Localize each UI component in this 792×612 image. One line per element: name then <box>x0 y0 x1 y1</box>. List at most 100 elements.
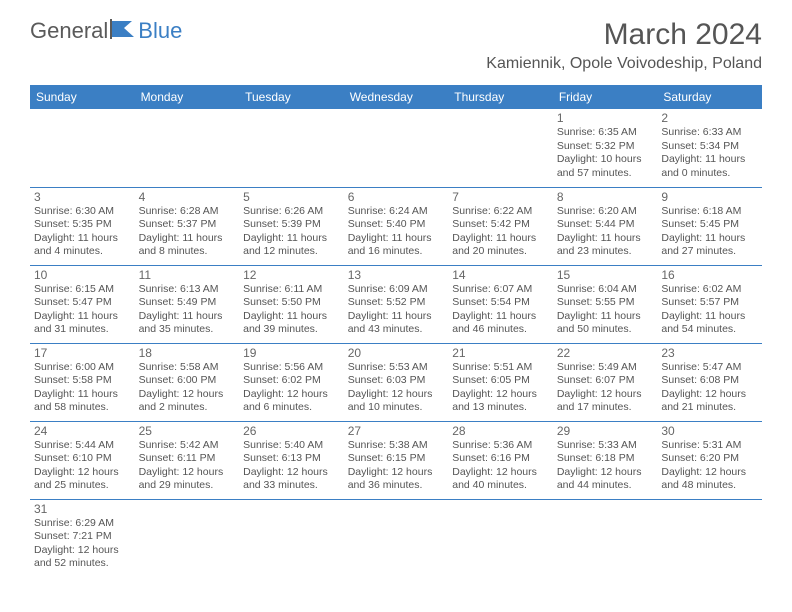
day-info: Sunrise: 6:28 AMSunset: 5:37 PMDaylight:… <box>139 205 236 260</box>
day-info: Sunrise: 5:51 AMSunset: 6:05 PMDaylight:… <box>452 361 549 416</box>
calendar-cell-empty <box>30 109 135 187</box>
calendar-cell: 16Sunrise: 6:02 AMSunset: 5:57 PMDayligh… <box>657 265 762 343</box>
day-number: 5 <box>243 190 340 204</box>
day-info: Sunrise: 5:31 AMSunset: 6:20 PMDaylight:… <box>661 439 758 494</box>
day-number: 25 <box>139 424 236 438</box>
calendar-cell: 13Sunrise: 6:09 AMSunset: 5:52 PMDayligh… <box>344 265 449 343</box>
day-info: Sunrise: 6:15 AMSunset: 5:47 PMDaylight:… <box>34 283 131 338</box>
calendar-cell-empty <box>448 499 553 577</box>
calendar-cell: 23Sunrise: 5:47 AMSunset: 6:08 PMDayligh… <box>657 343 762 421</box>
calendar-table: SundayMondayTuesdayWednesdayThursdayFrid… <box>30 85 762 577</box>
calendar-cell: 30Sunrise: 5:31 AMSunset: 6:20 PMDayligh… <box>657 421 762 499</box>
day-info: Sunrise: 6:20 AMSunset: 5:44 PMDaylight:… <box>557 205 654 260</box>
logo-text-general: General <box>30 18 108 44</box>
day-number: 6 <box>348 190 445 204</box>
title-block: March 2024 Kamiennik, Opole Voivodeship,… <box>486 18 762 73</box>
calendar-cell: 25Sunrise: 5:42 AMSunset: 6:11 PMDayligh… <box>135 421 240 499</box>
day-number: 15 <box>557 268 654 282</box>
calendar-cell: 14Sunrise: 6:07 AMSunset: 5:54 PMDayligh… <box>448 265 553 343</box>
day-number: 2 <box>661 111 758 125</box>
day-info: Sunrise: 6:04 AMSunset: 5:55 PMDaylight:… <box>557 283 654 338</box>
calendar-cell: 10Sunrise: 6:15 AMSunset: 5:47 PMDayligh… <box>30 265 135 343</box>
calendar-row: 1Sunrise: 6:35 AMSunset: 5:32 PMDaylight… <box>30 109 762 187</box>
day-info: Sunrise: 6:18 AMSunset: 5:45 PMDaylight:… <box>661 205 758 260</box>
calendar-cell-empty <box>657 499 762 577</box>
day-info: Sunrise: 6:26 AMSunset: 5:39 PMDaylight:… <box>243 205 340 260</box>
day-number: 29 <box>557 424 654 438</box>
calendar-cell: 27Sunrise: 5:38 AMSunset: 6:15 PMDayligh… <box>344 421 449 499</box>
day-info: Sunrise: 5:38 AMSunset: 6:15 PMDaylight:… <box>348 439 445 494</box>
day-number: 28 <box>452 424 549 438</box>
calendar-cell: 5Sunrise: 6:26 AMSunset: 5:39 PMDaylight… <box>239 187 344 265</box>
calendar-cell: 11Sunrise: 6:13 AMSunset: 5:49 PMDayligh… <box>135 265 240 343</box>
day-number: 13 <box>348 268 445 282</box>
day-number: 1 <box>557 111 654 125</box>
day-header: Monday <box>135 85 240 109</box>
calendar-cell: 17Sunrise: 6:00 AMSunset: 5:58 PMDayligh… <box>30 343 135 421</box>
calendar-cell: 8Sunrise: 6:20 AMSunset: 5:44 PMDaylight… <box>553 187 658 265</box>
day-number: 9 <box>661 190 758 204</box>
day-number: 14 <box>452 268 549 282</box>
calendar-cell: 19Sunrise: 5:56 AMSunset: 6:02 PMDayligh… <box>239 343 344 421</box>
day-info: Sunrise: 6:22 AMSunset: 5:42 PMDaylight:… <box>452 205 549 260</box>
calendar-cell: 2Sunrise: 6:33 AMSunset: 5:34 PMDaylight… <box>657 109 762 187</box>
page-title: March 2024 <box>486 18 762 52</box>
calendar-cell: 7Sunrise: 6:22 AMSunset: 5:42 PMDaylight… <box>448 187 553 265</box>
calendar-cell: 20Sunrise: 5:53 AMSunset: 6:03 PMDayligh… <box>344 343 449 421</box>
day-number: 17 <box>34 346 131 360</box>
day-info: Sunrise: 6:02 AMSunset: 5:57 PMDaylight:… <box>661 283 758 338</box>
calendar-cell: 4Sunrise: 6:28 AMSunset: 5:37 PMDaylight… <box>135 187 240 265</box>
day-info: Sunrise: 6:29 AMSunset: 7:21 PMDaylight:… <box>34 517 131 572</box>
calendar-row: 3Sunrise: 6:30 AMSunset: 5:35 PMDaylight… <box>30 187 762 265</box>
day-header: Tuesday <box>239 85 344 109</box>
calendar-cell: 22Sunrise: 5:49 AMSunset: 6:07 PMDayligh… <box>553 343 658 421</box>
day-number: 22 <box>557 346 654 360</box>
calendar-cell-empty <box>448 109 553 187</box>
calendar-cell-empty <box>239 109 344 187</box>
calendar-cell: 24Sunrise: 5:44 AMSunset: 6:10 PMDayligh… <box>30 421 135 499</box>
calendar-row: 24Sunrise: 5:44 AMSunset: 6:10 PMDayligh… <box>30 421 762 499</box>
calendar-cell: 15Sunrise: 6:04 AMSunset: 5:55 PMDayligh… <box>553 265 658 343</box>
header: General Blue March 2024 Kamiennik, Opole… <box>0 0 792 79</box>
calendar-cell: 18Sunrise: 5:58 AMSunset: 6:00 PMDayligh… <box>135 343 240 421</box>
calendar-cell-empty <box>344 499 449 577</box>
day-number: 10 <box>34 268 131 282</box>
day-info: Sunrise: 6:07 AMSunset: 5:54 PMDaylight:… <box>452 283 549 338</box>
day-info: Sunrise: 5:44 AMSunset: 6:10 PMDaylight:… <box>34 439 131 494</box>
day-header: Wednesday <box>344 85 449 109</box>
day-number: 27 <box>348 424 445 438</box>
calendar-cell: 9Sunrise: 6:18 AMSunset: 5:45 PMDaylight… <box>657 187 762 265</box>
day-header: Thursday <box>448 85 553 109</box>
day-info: Sunrise: 5:56 AMSunset: 6:02 PMDaylight:… <box>243 361 340 416</box>
day-number: 23 <box>661 346 758 360</box>
day-header-row: SundayMondayTuesdayWednesdayThursdayFrid… <box>30 85 762 109</box>
day-number: 30 <box>661 424 758 438</box>
calendar-cell: 3Sunrise: 6:30 AMSunset: 5:35 PMDaylight… <box>30 187 135 265</box>
day-info: Sunrise: 6:13 AMSunset: 5:49 PMDaylight:… <box>139 283 236 338</box>
calendar-row: 17Sunrise: 6:00 AMSunset: 5:58 PMDayligh… <box>30 343 762 421</box>
flag-icon <box>110 19 136 44</box>
calendar-cell-empty <box>239 499 344 577</box>
day-number: 18 <box>139 346 236 360</box>
day-number: 3 <box>34 190 131 204</box>
day-header: Friday <box>553 85 658 109</box>
day-info: Sunrise: 6:11 AMSunset: 5:50 PMDaylight:… <box>243 283 340 338</box>
logo: General Blue <box>30 18 182 44</box>
day-number: 19 <box>243 346 340 360</box>
day-info: Sunrise: 6:00 AMSunset: 5:58 PMDaylight:… <box>34 361 131 416</box>
calendar-cell-empty <box>135 499 240 577</box>
calendar-cell-empty <box>135 109 240 187</box>
calendar-body: 1Sunrise: 6:35 AMSunset: 5:32 PMDaylight… <box>30 109 762 577</box>
calendar-cell: 31Sunrise: 6:29 AMSunset: 7:21 PMDayligh… <box>30 499 135 577</box>
day-info: Sunrise: 5:40 AMSunset: 6:13 PMDaylight:… <box>243 439 340 494</box>
day-number: 26 <box>243 424 340 438</box>
day-header: Sunday <box>30 85 135 109</box>
calendar-cell: 26Sunrise: 5:40 AMSunset: 6:13 PMDayligh… <box>239 421 344 499</box>
day-info: Sunrise: 6:30 AMSunset: 5:35 PMDaylight:… <box>34 205 131 260</box>
calendar-row: 10Sunrise: 6:15 AMSunset: 5:47 PMDayligh… <box>30 265 762 343</box>
day-info: Sunrise: 6:24 AMSunset: 5:40 PMDaylight:… <box>348 205 445 260</box>
day-number: 21 <box>452 346 549 360</box>
day-info: Sunrise: 6:33 AMSunset: 5:34 PMDaylight:… <box>661 126 758 181</box>
day-info: Sunrise: 5:58 AMSunset: 6:00 PMDaylight:… <box>139 361 236 416</box>
calendar-cell-empty <box>344 109 449 187</box>
